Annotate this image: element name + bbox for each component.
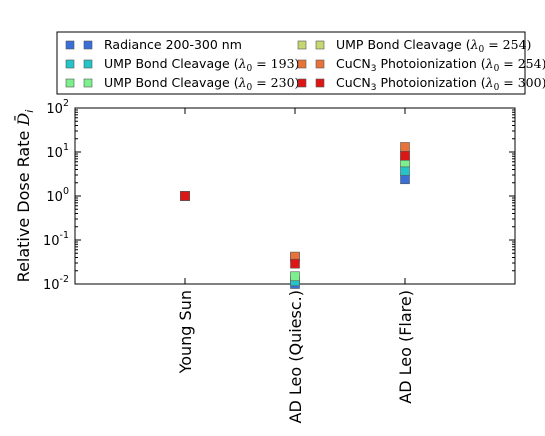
x-category-label: AD Leo (Flare) xyxy=(396,290,415,404)
legend-marker xyxy=(315,59,325,69)
y-tick-label: 102 xyxy=(46,98,69,117)
legend-marker xyxy=(83,40,93,50)
legend-marker xyxy=(297,78,307,88)
data-point-series-1 xyxy=(400,166,410,176)
data-point-series-4 xyxy=(400,142,410,152)
legend-marker xyxy=(65,59,75,69)
y-tick-label: 101 xyxy=(46,142,69,161)
x-axis-ticks: Young Sun AD Leo (Quiesc.) AD Leo (Flare) xyxy=(176,108,415,423)
y-axis-ticks: 10-2 10-1 100 101 102 xyxy=(43,98,515,293)
data-points xyxy=(180,142,410,289)
data-point-series-0 xyxy=(400,174,410,185)
legend-box xyxy=(56,31,526,95)
x-category-label: Young Sun xyxy=(176,290,195,374)
data-point-series-2 xyxy=(290,271,300,282)
data-point-series-5 xyxy=(290,258,300,269)
y-tick-label: 10-1 xyxy=(43,230,69,249)
legend: Radiance 200-300 nm UMP Bond Cleavage (λ0… xyxy=(65,37,545,93)
legend-label: UMP Bond Cleavage (λ0 = 230) xyxy=(104,75,299,93)
y-tick-label: 100 xyxy=(46,186,69,205)
y-axis-label: Relative Dose Rate D̄i xyxy=(12,110,36,283)
data-point-series-5 xyxy=(400,150,410,161)
y-tick-label: 10-2 xyxy=(43,274,69,293)
legend-label: CuCN3 Photoionization (λ0 = 300) xyxy=(336,75,545,93)
legend-marker xyxy=(297,40,307,50)
legend-marker xyxy=(83,59,93,69)
x-category-label: AD Leo (Quiesc.) xyxy=(286,290,305,423)
data-point-series-5 xyxy=(180,191,190,201)
legend-marker xyxy=(65,40,75,50)
legend-marker xyxy=(315,78,325,88)
legend-marker xyxy=(65,78,75,88)
legend-marker xyxy=(83,78,93,88)
legend-marker xyxy=(315,40,325,50)
legend-label: Radiance 200-300 nm xyxy=(104,37,242,52)
legend-label: UMP Bond Cleavage (λ0 = 254) xyxy=(336,37,531,55)
legend-marker xyxy=(297,59,307,69)
legend-label: CuCN3 Photoionization (λ0 = 254) xyxy=(336,56,545,74)
legend-label: UMP Bond Cleavage (λ0 = 193) xyxy=(104,56,299,74)
